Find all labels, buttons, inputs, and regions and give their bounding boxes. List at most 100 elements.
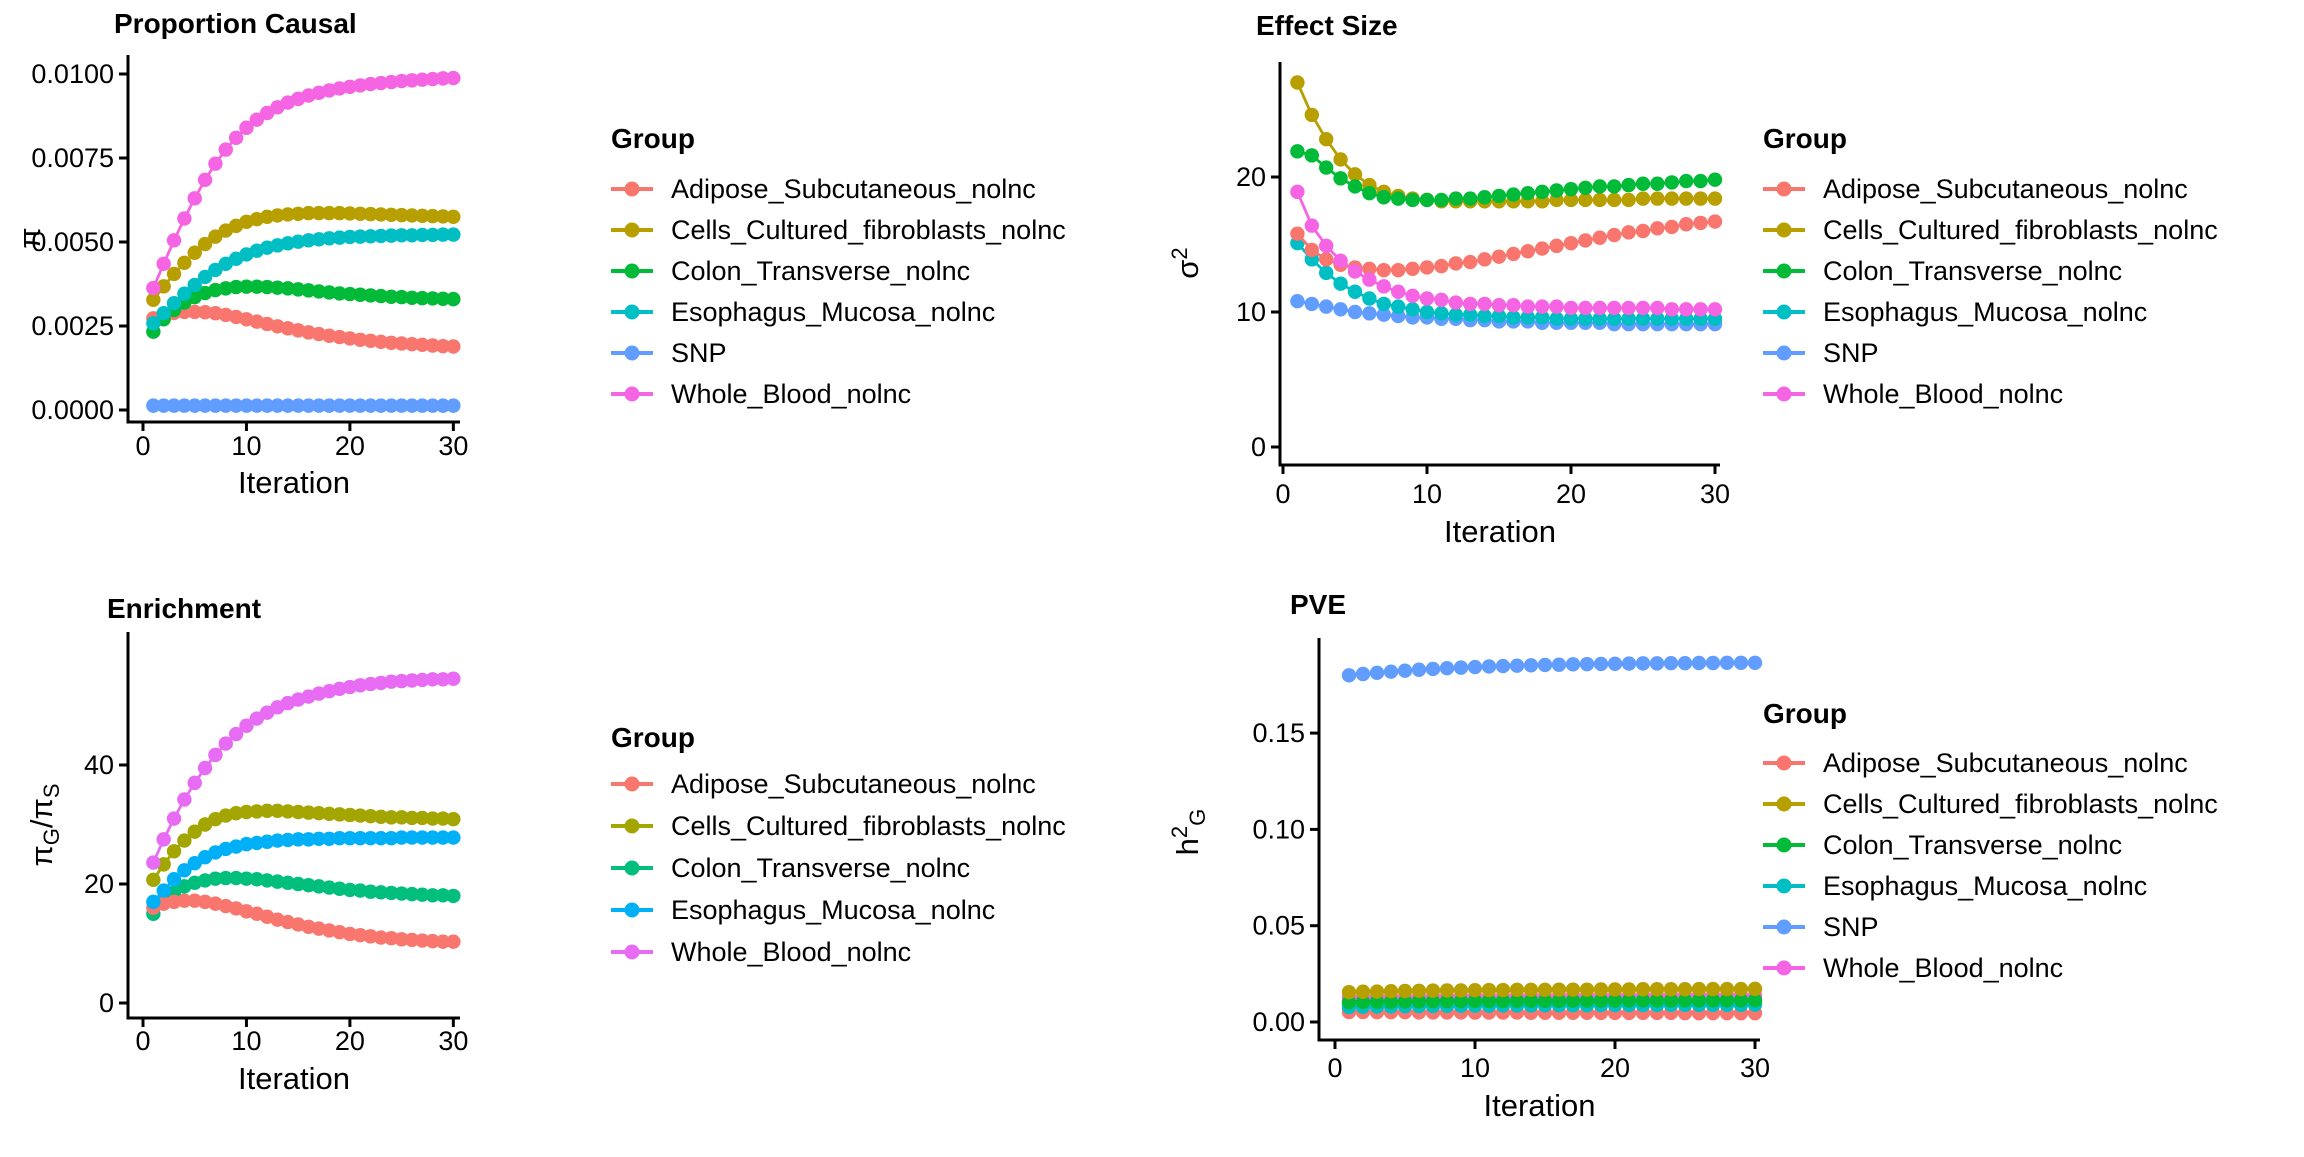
data-point bbox=[425, 291, 440, 306]
data-point bbox=[1453, 993, 1469, 1009]
data-point bbox=[1607, 982, 1623, 997]
data-point bbox=[404, 336, 420, 352]
data-point bbox=[1621, 177, 1636, 193]
data-point bbox=[1664, 302, 1680, 317]
data-point bbox=[435, 291, 451, 306]
data-point bbox=[1333, 276, 1348, 291]
data-point bbox=[239, 804, 254, 820]
data-point bbox=[404, 290, 420, 305]
data-point bbox=[1664, 219, 1680, 235]
data-point bbox=[290, 804, 306, 820]
data-point bbox=[1649, 982, 1665, 997]
data-point bbox=[322, 831, 337, 846]
data-point bbox=[177, 398, 192, 413]
data-point bbox=[1425, 983, 1441, 998]
data-point bbox=[1481, 982, 1497, 998]
data-point bbox=[197, 172, 213, 188]
data-point bbox=[1439, 983, 1455, 998]
data-point bbox=[166, 811, 182, 826]
data-point bbox=[1376, 262, 1392, 278]
data-point bbox=[1383, 983, 1399, 999]
legend-item-label: Colon_Transverse_nolnc bbox=[1823, 256, 2122, 286]
data-point bbox=[228, 726, 244, 742]
data-point bbox=[1549, 311, 1564, 326]
data-point bbox=[208, 398, 223, 413]
data-point bbox=[1347, 304, 1363, 320]
data-point bbox=[1535, 241, 1550, 256]
data-point bbox=[1733, 993, 1749, 1008]
legend-item: Esophagus_Mucosa_nolnc bbox=[1763, 297, 2147, 327]
data-point bbox=[1495, 658, 1511, 674]
data-point bbox=[208, 156, 223, 171]
data-point bbox=[353, 332, 368, 347]
data-point bbox=[187, 304, 202, 320]
data-point bbox=[1391, 284, 1406, 299]
data-point bbox=[301, 283, 316, 298]
data-point bbox=[1319, 160, 1334, 175]
series-SNP bbox=[146, 398, 461, 413]
data-point bbox=[1635, 311, 1651, 326]
data-point bbox=[1607, 993, 1623, 1008]
data-point bbox=[1397, 663, 1413, 678]
data-point bbox=[311, 805, 327, 821]
data-point bbox=[311, 831, 327, 846]
data-point bbox=[1391, 299, 1406, 314]
data-point bbox=[280, 832, 296, 848]
data-point bbox=[363, 206, 378, 222]
legend-marker-dot bbox=[1776, 386, 1792, 402]
data-point bbox=[1693, 302, 1708, 317]
data-point bbox=[384, 207, 399, 222]
data-point bbox=[1719, 993, 1735, 1008]
y-tick-label: 0.0100 bbox=[31, 59, 114, 89]
legend-marker-dot bbox=[1776, 263, 1792, 279]
data-point bbox=[435, 888, 451, 903]
data-point bbox=[1650, 221, 1665, 236]
data-point bbox=[1290, 226, 1305, 241]
data-point bbox=[1463, 254, 1478, 270]
data-point bbox=[332, 205, 347, 221]
data-point bbox=[415, 887, 430, 902]
data-point bbox=[373, 885, 389, 900]
series-Esophagus_Mucosa_nolnc bbox=[146, 830, 461, 910]
data-point bbox=[1355, 984, 1371, 999]
data-point bbox=[1607, 311, 1622, 326]
data-point bbox=[394, 289, 409, 305]
data-point bbox=[177, 255, 192, 271]
data-point bbox=[394, 73, 409, 89]
y-tick-label: 0.05 bbox=[1252, 911, 1305, 941]
data-point bbox=[322, 285, 337, 300]
legend-marker-dot bbox=[624, 818, 640, 834]
data-point bbox=[415, 672, 430, 688]
data-point bbox=[1509, 982, 1525, 998]
data-point bbox=[1621, 982, 1637, 997]
data-point bbox=[1391, 262, 1406, 278]
data-point bbox=[1290, 184, 1305, 200]
data-point bbox=[187, 191, 202, 206]
data-point bbox=[1369, 665, 1385, 681]
data-point bbox=[1592, 300, 1608, 316]
y-tick-label: 20 bbox=[1236, 162, 1266, 192]
data-point bbox=[425, 888, 440, 903]
legend-item-label: Adipose_Subcutaneous_nolnc bbox=[671, 174, 1036, 204]
legend-marker-dot bbox=[1776, 919, 1792, 935]
x-tick-label: 30 bbox=[1740, 1053, 1770, 1083]
data-point bbox=[1362, 306, 1377, 321]
data-point bbox=[208, 747, 223, 763]
data-point bbox=[415, 208, 430, 223]
data-point bbox=[239, 120, 254, 135]
data-point bbox=[1747, 993, 1763, 1008]
data-point bbox=[1592, 311, 1608, 326]
data-point bbox=[353, 206, 368, 221]
data-point bbox=[1520, 310, 1536, 325]
data-point bbox=[363, 884, 378, 899]
x-tick-label: 20 bbox=[335, 1026, 365, 1056]
data-point bbox=[384, 398, 399, 413]
panel-title: Proportion Causal bbox=[114, 8, 357, 39]
data-point bbox=[1565, 657, 1581, 672]
data-point bbox=[394, 886, 409, 901]
data-point bbox=[1663, 655, 1679, 671]
y-tick-label: 0.0025 bbox=[31, 311, 114, 341]
legend-item: Cells_Cultured_fibroblasts_nolnc bbox=[611, 811, 1066, 841]
data-point bbox=[1481, 993, 1497, 1009]
data-point bbox=[280, 207, 296, 222]
